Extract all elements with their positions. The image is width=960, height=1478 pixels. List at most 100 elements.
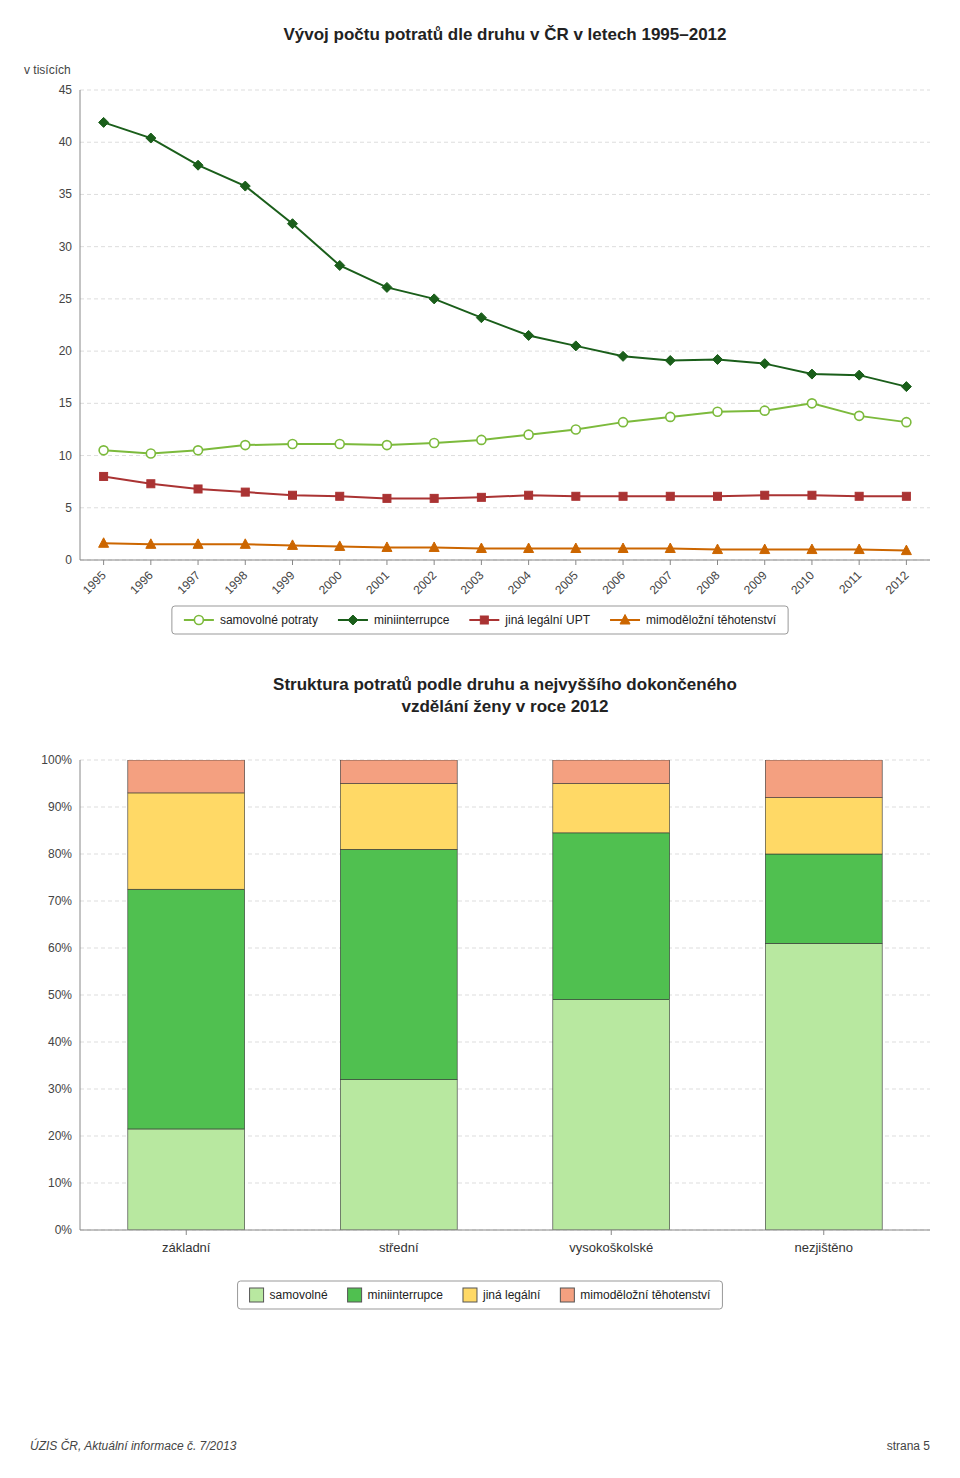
tick-mark [386,560,387,565]
marker [713,544,723,554]
marker [807,369,817,379]
tick-label: 2004 [505,568,534,597]
tick-label: 1999 [269,568,298,597]
marker [99,538,109,548]
marker [666,492,674,500]
legend-swatch [560,1288,574,1302]
marker [855,492,863,500]
tick-mark [717,560,718,565]
tick-label: 2010 [788,568,817,597]
tick-label: 20 [59,344,73,358]
grid-line [80,194,930,195]
marker [524,543,534,553]
tick-label: 30% [48,1082,72,1096]
tick-label: 40 [59,135,73,149]
marker [524,330,534,340]
bar-segment [765,798,882,854]
category-label: základní [162,1240,211,1255]
tick-label: 2000 [316,568,345,597]
legend-label: mimoděložní těhotenství [646,613,777,627]
title: Vývoj počtu potratů dle druhu v ČR v let… [283,25,726,44]
grid-line [80,351,930,352]
tick-mark [434,560,435,565]
marker [714,492,722,500]
tick-label: 70% [48,894,72,908]
marker [336,492,344,500]
marker [382,542,392,552]
tick-mark [670,560,671,565]
tick-label: 90% [48,800,72,814]
tick-mark [292,560,293,565]
marker [430,439,439,448]
bar-segment [340,760,457,784]
bar-segment [128,1129,245,1230]
legend-swatch [250,1288,264,1302]
marker [666,412,675,421]
marker [854,544,864,554]
tick-mark [764,560,765,565]
marker [147,480,155,488]
series-line [104,543,907,550]
grid-line [80,90,930,91]
tick-mark [823,1230,824,1235]
chart-page: Vývoj počtu potratů dle druhu v ČR v let… [0,0,960,1478]
marker [289,491,297,499]
legend-label: samovolné [270,1288,328,1302]
tick-label: 2008 [694,568,723,597]
marker [241,441,250,450]
marker [619,418,628,427]
title: Struktura potratů podle druhu a nejvyšší… [273,675,737,716]
grid-line [80,560,930,561]
marker [335,541,345,551]
legend-item: miniinterrupce [348,1288,444,1302]
tick-label: 2006 [599,568,628,597]
tick-label: 50% [48,988,72,1002]
bar-segment [340,784,457,850]
marker [760,359,770,369]
marker [241,488,249,496]
marker [808,491,816,499]
bar-segment [128,760,245,793]
marker [99,446,108,455]
marker [194,616,203,625]
x-axis [80,1230,930,1231]
marker [901,382,911,392]
tick-label: 10% [48,1176,72,1190]
marker [902,418,911,427]
legend-label: miniinterrupce [374,613,450,627]
legend-swatch [348,1288,362,1302]
x-axis [80,560,930,561]
tick-label: 2009 [741,568,770,597]
tick-mark [528,560,529,565]
marker [665,356,675,366]
footer: strana 5 [887,1439,931,1453]
grid-line [80,455,930,456]
tick-mark [186,1230,187,1235]
marker [193,539,203,549]
marker [382,282,392,292]
category-label: nezjištěno [794,1240,853,1255]
legend-item: samovolné [250,1288,328,1302]
marker [383,494,391,502]
legend-label: samovolné potraty [220,613,318,627]
tick-mark [623,560,624,565]
tick-mark [150,560,151,565]
tick-mark [103,560,104,565]
marker [476,313,486,323]
legend-label: jiná legální [482,1288,541,1302]
marker [99,117,109,127]
series-line [104,403,907,453]
marker [193,160,203,170]
legend: samovolné potraty miniinterrupce jiná legá… [172,606,788,634]
marker [477,435,486,444]
category-label: vysokoškolské [569,1240,653,1255]
marker [571,341,581,351]
legend-item: jiná legální UPT [469,613,590,627]
marker [100,472,108,480]
marker [288,440,297,449]
y-axis [80,90,81,560]
tick-label: 1995 [80,568,109,597]
bar-segment [340,1080,457,1230]
bar-segment [553,760,670,784]
marker [476,543,486,553]
